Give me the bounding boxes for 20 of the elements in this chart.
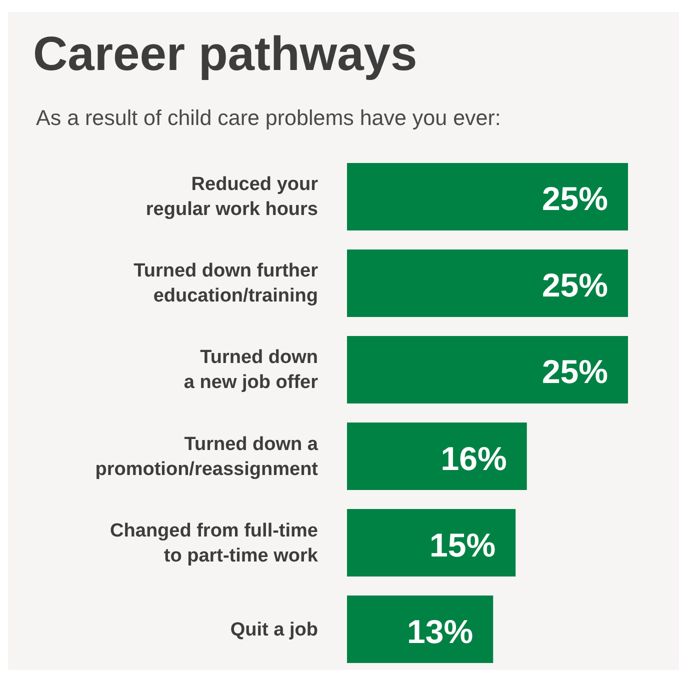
bar — [347, 163, 628, 230]
y-tick-label: Reduced your regular work hours — [146, 174, 319, 220]
y-tick-label: Changed from full-time to part-time work — [110, 520, 318, 566]
data-label: 25% — [542, 266, 608, 304]
data-label: 16% — [440, 440, 507, 477]
data-label: 13% — [407, 612, 474, 650]
bar — [347, 596, 494, 663]
y-tick-label: Turned down further education/training — [134, 260, 319, 306]
bar — [347, 422, 527, 490]
data-label: 25% — [542, 180, 608, 218]
bar — [347, 336, 628, 404]
data-label: 25% — [542, 353, 608, 390]
bar — [347, 250, 628, 317]
y-tick-label: Quit a job — [230, 618, 318, 640]
y-tick-label: Turned down a new job offer — [184, 346, 319, 393]
bar — [347, 509, 516, 576]
chart-title: Career pathways — [33, 28, 418, 81]
data-label: 15% — [430, 526, 496, 564]
y-tick-label: Turned down a promotion/reassignment — [95, 433, 319, 480]
chart-subtitle: As a result of child care problems have you ever: — [36, 106, 501, 130]
